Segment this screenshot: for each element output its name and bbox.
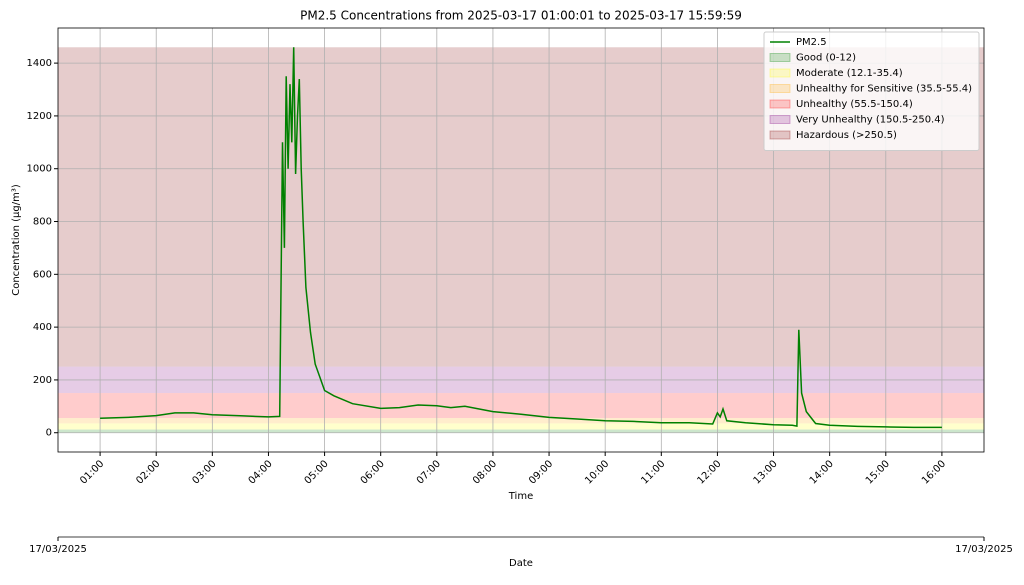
legend-label: Good (0-12) <box>796 53 856 64</box>
x-tick-label: 04:00 <box>247 458 275 486</box>
data-line <box>100 47 942 429</box>
x-tick-label: 10:00 <box>583 458 611 486</box>
date-tick-label: 17/03/2025 <box>955 544 1013 555</box>
x-tick-label: 03:00 <box>190 458 218 486</box>
x-tick-label: 09:00 <box>527 458 555 486</box>
y-tick-label: 200 <box>33 375 52 386</box>
x-tick-label: 15:00 <box>864 458 892 486</box>
legend-patch <box>769 99 791 109</box>
y-tick-label: 1000 <box>27 164 52 175</box>
x-tick-label: 05:00 <box>303 458 331 486</box>
y-tick-label: 1400 <box>27 58 52 69</box>
x-tick-label: 01:00 <box>78 458 106 486</box>
y-tick-label: 1200 <box>27 111 52 122</box>
y-tick-label: 0 <box>46 428 52 439</box>
x-tick-label: 11:00 <box>639 458 667 486</box>
legend-patch <box>769 68 791 78</box>
legend-label: Very Unhealthy (150.5-250.4) <box>796 115 945 126</box>
legend-patch <box>769 84 791 93</box>
legend-patch <box>769 130 791 140</box>
y-tick-label: 400 <box>33 322 52 333</box>
date-tick-label: 17/03/2025 <box>29 544 87 555</box>
x-tick-label: 06:00 <box>359 458 387 486</box>
x-tick-label: 14:00 <box>808 458 836 486</box>
legend: PM2.5 Good (0-12) Moderate (12.1-35.4) Unhe… <box>763 31 980 151</box>
aqi-band <box>58 423 984 430</box>
x-tick-label: 13:00 <box>752 458 780 486</box>
legend-box <box>763 31 980 151</box>
x-tick-label: 12:00 <box>696 458 724 486</box>
legend-label: Hazardous (>250.5) <box>796 130 897 141</box>
y-tick-label: 800 <box>33 217 52 228</box>
x-tick-label: 16:00 <box>920 458 948 486</box>
x-tick-label: 02:00 <box>134 458 162 486</box>
aqi-band <box>58 429 984 433</box>
x-axis-label: Time <box>508 491 533 502</box>
legend-patch <box>769 115 791 124</box>
y-axis-label: Concentration (µg/m³) <box>11 184 22 296</box>
legend-label: Unhealthy for Sensitive (35.5-55.4) <box>796 84 972 95</box>
aqi-band <box>58 418 984 424</box>
date-axis-label: Date <box>509 558 533 569</box>
legend-label: Unhealthy (55.5-150.4) <box>796 99 913 110</box>
x-tick-label: 07:00 <box>415 458 443 486</box>
chart-title: PM2.5 Concentrations from 2025-03-17 01:… <box>300 9 742 23</box>
legend-patch <box>769 53 791 62</box>
legend-label: PM2.5 <box>796 37 827 48</box>
plot-frame <box>57 27 985 453</box>
legend-label: Moderate (12.1-35.4) <box>796 68 903 79</box>
x-tick-label: 08:00 <box>471 458 499 486</box>
y-tick-label: 600 <box>33 269 52 280</box>
